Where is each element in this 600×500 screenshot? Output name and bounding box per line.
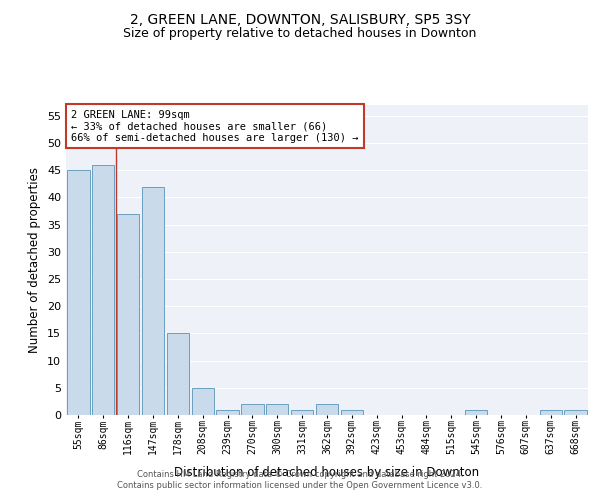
Bar [142, 186, 164, 415]
Y-axis label: Number of detached properties: Number of detached properties [28, 167, 41, 353]
Bar [241, 404, 263, 415]
Bar [316, 404, 338, 415]
Bar [117, 214, 139, 415]
Bar [167, 334, 189, 415]
Text: Contains public sector information licensed under the Open Government Licence v3: Contains public sector information licen… [118, 481, 482, 490]
Bar [291, 410, 313, 415]
Bar [92, 165, 115, 415]
Bar [565, 410, 587, 415]
Text: 2, GREEN LANE, DOWNTON, SALISBURY, SP5 3SY: 2, GREEN LANE, DOWNTON, SALISBURY, SP5 3… [130, 12, 470, 26]
Bar [67, 170, 89, 415]
Bar [465, 410, 487, 415]
Bar [266, 404, 289, 415]
X-axis label: Distribution of detached houses by size in Downton: Distribution of detached houses by size … [175, 466, 479, 478]
Bar [191, 388, 214, 415]
Text: Contains HM Land Registry data © Crown copyright and database right 2024.: Contains HM Land Registry data © Crown c… [137, 470, 463, 479]
Bar [217, 410, 239, 415]
Text: 2 GREEN LANE: 99sqm
← 33% of detached houses are smaller (66)
66% of semi-detach: 2 GREEN LANE: 99sqm ← 33% of detached ho… [71, 110, 359, 143]
Bar [341, 410, 363, 415]
Text: Size of property relative to detached houses in Downton: Size of property relative to detached ho… [124, 28, 476, 40]
Bar [539, 410, 562, 415]
